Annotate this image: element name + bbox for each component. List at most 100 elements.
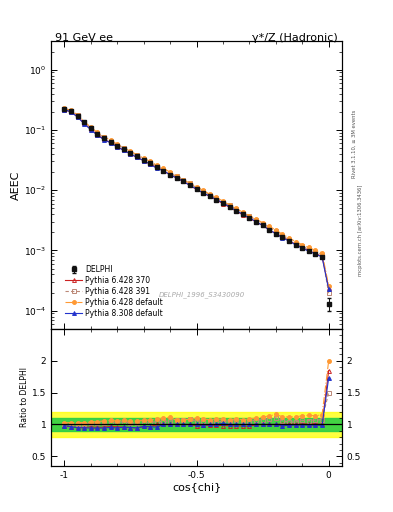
Pythia 8.308 default (320, 254, 325, 260)
Pythia 6.428 370 (108, 139, 113, 145)
Text: γ*/Z (Hadronic): γ*/Z (Hadronic) (252, 33, 338, 43)
Pythia 6.428 default (174, 173, 179, 179)
Pythia 6.428 391 (201, 188, 206, 195)
Pythia 6.428 370 (161, 168, 166, 174)
Y-axis label: AEEC: AEEC (11, 170, 21, 200)
Pythia 6.428 370 (141, 158, 146, 164)
Pythia 8.308 default (208, 193, 212, 199)
Pythia 6.428 391 (187, 180, 192, 186)
Pythia 8.308 default (141, 158, 146, 164)
Pythia 6.428 370 (267, 227, 272, 233)
Pythia 6.428 391 (326, 290, 331, 296)
Pythia 6.428 391 (75, 112, 80, 118)
Pythia 6.428 370 (293, 241, 298, 247)
Pythia 8.308 default (307, 248, 311, 254)
Pythia 8.308 default (102, 137, 107, 143)
Pythia 6.428 391 (102, 135, 107, 141)
Pythia 6.428 370 (115, 143, 119, 150)
Pythia 6.428 default (154, 162, 159, 168)
Pythia 6.428 default (274, 227, 278, 233)
Pythia 6.428 370 (88, 126, 93, 132)
Pythia 6.428 391 (128, 149, 133, 155)
Pythia 8.308 default (274, 230, 278, 237)
Pythia 6.428 391 (181, 177, 185, 183)
Pythia 6.428 default (286, 235, 291, 241)
Pythia 6.428 default (108, 137, 113, 143)
Bar (51, 412, 342, 437)
Pythia 8.308 default (313, 251, 318, 257)
Pythia 6.428 default (128, 148, 133, 155)
Pythia 6.428 370 (75, 114, 80, 120)
Pythia 8.308 default (115, 144, 119, 150)
Pythia 6.428 370 (148, 161, 152, 167)
Line: Pythia 6.428 391: Pythia 6.428 391 (62, 107, 331, 295)
Pythia 8.308 default (68, 109, 73, 115)
Pythia 6.428 default (115, 141, 119, 147)
Pythia 6.428 370 (326, 285, 331, 291)
Line: Pythia 6.428 default: Pythia 6.428 default (62, 106, 331, 288)
Pythia 6.428 default (326, 283, 331, 289)
Pythia 8.308 default (135, 154, 140, 160)
Y-axis label: Ratio to DELPHI: Ratio to DELPHI (20, 368, 29, 428)
Pythia 6.428 370 (313, 250, 318, 257)
Pythia 6.428 391 (82, 119, 86, 125)
Pythia 6.428 default (181, 177, 185, 183)
Pythia 6.428 default (307, 244, 311, 250)
Pythia 6.428 391 (141, 156, 146, 162)
X-axis label: cos{chi}: cos{chi} (172, 482, 221, 493)
Pythia 6.428 default (187, 180, 192, 186)
Pythia 6.428 370 (300, 245, 305, 251)
Pythia 8.308 default (234, 207, 239, 214)
Pythia 6.428 391 (253, 217, 258, 223)
Pythia 6.428 391 (108, 138, 113, 144)
Pythia 6.428 default (75, 112, 80, 118)
Pythia 6.428 default (161, 165, 166, 172)
Pythia 6.428 default (208, 191, 212, 197)
Pythia 6.428 default (82, 118, 86, 124)
Pythia 6.428 391 (95, 130, 100, 136)
Pythia 6.428 default (220, 198, 225, 204)
Pythia 8.308 default (95, 132, 100, 138)
Pythia 6.428 370 (220, 201, 225, 207)
Pythia 6.428 default (247, 212, 252, 219)
Pythia 6.428 default (214, 195, 219, 201)
Pythia 6.428 370 (227, 204, 232, 210)
Pythia 6.428 391 (280, 233, 285, 239)
Pythia 8.308 default (62, 106, 67, 113)
Pythia 6.428 391 (293, 241, 298, 247)
Line: Pythia 6.428 370: Pythia 6.428 370 (62, 108, 331, 290)
Pythia 6.428 default (234, 205, 239, 211)
Pythia 6.428 370 (181, 178, 185, 184)
Pythia 6.428 default (102, 134, 107, 140)
Pythia 6.428 default (241, 209, 245, 216)
Pythia 6.428 391 (214, 196, 219, 202)
Pythia 6.428 default (88, 124, 93, 130)
Pythia 8.308 default (326, 286, 331, 292)
Pythia 8.308 default (108, 140, 113, 146)
Pythia 6.428 default (267, 223, 272, 229)
Pythia 6.428 default (320, 250, 325, 256)
Pythia 6.428 370 (128, 151, 133, 157)
Pythia 8.308 default (148, 161, 152, 167)
Legend: DELPHI, Pythia 6.428 370, Pythia 6.428 391, Pythia 6.428 default, Pythia 8.308 d: DELPHI, Pythia 6.428 370, Pythia 6.428 3… (64, 264, 164, 319)
Pythia 6.428 default (121, 144, 126, 151)
Pythia 8.308 default (82, 121, 86, 127)
Pythia 6.428 391 (68, 108, 73, 114)
Pythia 8.308 default (280, 235, 285, 241)
Pythia 6.428 391 (88, 124, 93, 131)
Pythia 8.308 default (260, 222, 265, 228)
Pythia 6.428 default (135, 152, 140, 158)
Pythia 6.428 370 (168, 172, 173, 178)
Pythia 6.428 default (253, 216, 258, 222)
Pythia 6.428 370 (241, 212, 245, 218)
Pythia 6.428 391 (62, 105, 67, 112)
Pythia 8.308 default (253, 219, 258, 225)
Pythia 8.308 default (214, 197, 219, 203)
Pythia 6.428 391 (208, 191, 212, 198)
Pythia 6.428 370 (68, 109, 73, 115)
Pythia 6.428 370 (280, 234, 285, 240)
Pythia 6.428 391 (148, 159, 152, 165)
Pythia 6.428 370 (187, 182, 192, 188)
Line: Pythia 8.308 default: Pythia 8.308 default (62, 108, 331, 291)
Pythia 6.428 default (194, 183, 199, 189)
